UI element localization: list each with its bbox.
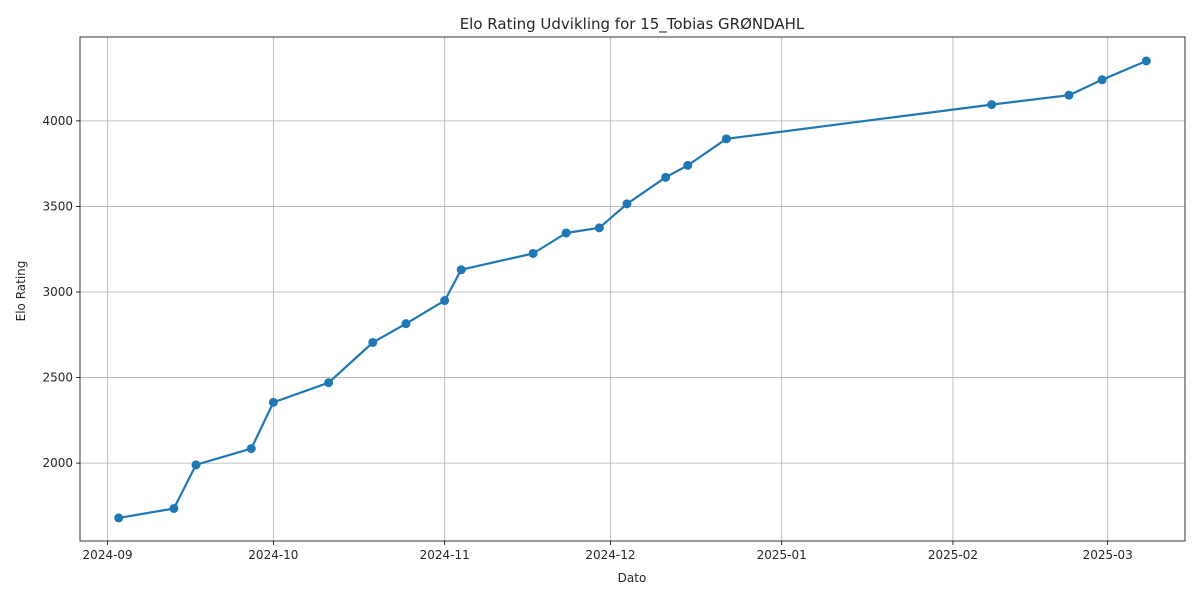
x-axis-ticks: 2024-09 2024-10 2024-11 2024-12 2025-01 2025-…	[83, 541, 1133, 562]
plot-frame	[79, 36, 1186, 542]
series-line	[118, 59, 1147, 519]
data-point	[1097, 75, 1107, 85]
data-point	[114, 513, 124, 523]
data-point	[622, 199, 632, 209]
elo-line	[118, 59, 1147, 519]
y-tick-label: 3500	[42, 199, 73, 213]
y-tick-label: 2000	[42, 456, 73, 470]
data-point	[368, 337, 378, 347]
data-point	[169, 503, 179, 513]
data-point	[987, 100, 997, 110]
data-point	[528, 248, 538, 258]
data-point	[246, 444, 256, 454]
x-tick-label: 2024-09	[83, 548, 133, 562]
x-axis-label: Dato	[618, 571, 647, 585]
chart-title: Elo Rating Udvikling for 15_Tobias GRØND…	[460, 15, 805, 34]
y-tick-label: 4000	[42, 114, 73, 128]
y-axis-ticks: 2000 2500 3000 3500 4000	[42, 114, 80, 470]
x-tick-label: 2025-01	[757, 548, 807, 562]
y-tick-label: 2500	[42, 371, 73, 385]
data-points	[114, 56, 1151, 523]
data-point	[1064, 90, 1074, 100]
data-point	[594, 223, 604, 233]
x-tick-label: 2025-03	[1083, 548, 1133, 562]
data-point	[324, 378, 334, 388]
x-tick-label: 2024-11	[420, 548, 470, 562]
data-point	[721, 134, 731, 144]
axes	[79, 36, 1186, 542]
x-tick-label: 2024-12	[585, 548, 635, 562]
data-point	[191, 460, 201, 470]
y-axis-label: Elo Rating	[14, 261, 28, 322]
data-point	[561, 228, 571, 238]
data-point	[401, 319, 411, 329]
x-tick-label: 2025-02	[928, 548, 978, 562]
data-point	[456, 265, 466, 275]
x-tick-label: 2024-10	[248, 548, 298, 562]
data-point	[661, 172, 671, 182]
grid-lines	[80, 37, 1185, 541]
y-tick-label: 3000	[42, 285, 73, 299]
data-point	[683, 160, 693, 170]
data-point	[440, 296, 450, 306]
data-point	[1141, 56, 1151, 66]
data-point	[268, 397, 278, 407]
